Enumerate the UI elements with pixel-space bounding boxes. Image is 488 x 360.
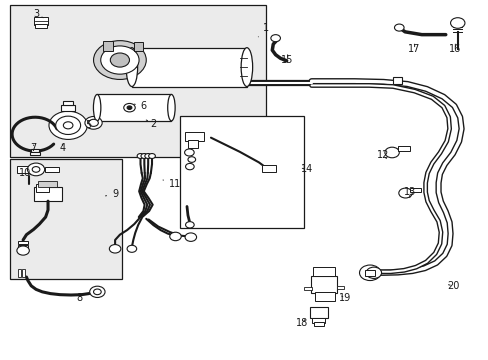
Bar xyxy=(18,241,28,243)
Bar xyxy=(34,187,62,201)
Circle shape xyxy=(185,222,194,228)
Text: 1: 1 xyxy=(258,23,268,37)
Bar xyxy=(313,322,324,327)
Text: 11: 11 xyxy=(163,179,181,189)
Bar xyxy=(304,287,311,290)
Bar xyxy=(35,24,46,28)
Ellipse shape xyxy=(93,94,101,121)
Circle shape xyxy=(123,103,135,112)
Text: 19: 19 xyxy=(338,293,350,303)
Bar xyxy=(187,140,198,148)
Ellipse shape xyxy=(241,48,252,86)
Circle shape xyxy=(127,245,137,252)
Text: 16: 16 xyxy=(448,44,461,54)
Circle shape xyxy=(17,246,29,255)
Circle shape xyxy=(110,53,129,67)
Text: 20: 20 xyxy=(446,281,458,291)
Text: 13: 13 xyxy=(403,187,415,198)
Text: 8: 8 xyxy=(76,293,82,303)
Text: 4: 4 xyxy=(59,143,65,153)
Circle shape xyxy=(185,163,194,170)
Circle shape xyxy=(141,154,147,158)
Circle shape xyxy=(187,157,195,162)
Circle shape xyxy=(398,188,411,198)
Circle shape xyxy=(270,35,280,42)
Bar xyxy=(310,276,336,293)
Circle shape xyxy=(93,41,146,80)
Circle shape xyxy=(449,18,464,28)
Bar xyxy=(261,165,276,172)
Bar xyxy=(10,5,265,157)
Circle shape xyxy=(89,286,105,297)
Bar xyxy=(409,188,420,192)
Circle shape xyxy=(27,163,44,176)
Bar xyxy=(31,149,40,153)
Text: 12: 12 xyxy=(377,150,389,160)
Bar xyxy=(312,267,334,276)
Circle shape xyxy=(394,24,403,31)
Circle shape xyxy=(32,167,40,172)
Text: 5: 5 xyxy=(85,120,92,130)
Circle shape xyxy=(49,111,87,139)
Circle shape xyxy=(144,154,151,158)
Circle shape xyxy=(127,106,132,109)
Bar xyxy=(365,270,374,276)
Text: 3: 3 xyxy=(33,9,43,19)
Bar xyxy=(18,269,21,277)
Bar xyxy=(61,105,75,111)
Ellipse shape xyxy=(167,94,175,121)
Ellipse shape xyxy=(126,48,137,86)
Text: 18: 18 xyxy=(295,318,307,328)
Bar xyxy=(134,42,142,51)
Text: 6: 6 xyxy=(134,101,146,111)
Bar xyxy=(22,269,25,277)
Circle shape xyxy=(366,267,381,278)
Circle shape xyxy=(169,232,181,241)
Bar xyxy=(17,166,29,173)
Text: 15: 15 xyxy=(281,55,293,65)
Bar xyxy=(30,152,41,155)
Circle shape xyxy=(101,46,139,74)
Text: 10: 10 xyxy=(19,168,31,178)
Bar xyxy=(103,41,112,51)
Bar xyxy=(315,292,334,301)
Circle shape xyxy=(137,154,143,158)
Circle shape xyxy=(148,154,155,158)
Circle shape xyxy=(89,119,98,126)
Bar xyxy=(184,132,203,141)
Circle shape xyxy=(359,265,380,280)
Bar xyxy=(336,286,344,289)
Circle shape xyxy=(184,149,194,156)
Circle shape xyxy=(93,289,101,294)
Bar xyxy=(18,245,28,248)
Text: 17: 17 xyxy=(407,44,420,54)
Text: 7: 7 xyxy=(30,143,37,153)
Circle shape xyxy=(56,116,81,135)
Bar xyxy=(309,307,327,318)
Circle shape xyxy=(184,233,196,242)
Bar xyxy=(397,147,409,151)
Circle shape xyxy=(63,122,73,129)
Circle shape xyxy=(384,147,399,158)
Bar xyxy=(180,117,304,228)
Bar xyxy=(311,318,325,323)
Circle shape xyxy=(85,117,102,129)
Bar xyxy=(34,17,48,25)
Bar xyxy=(44,167,59,172)
Text: 14: 14 xyxy=(300,165,312,174)
Bar xyxy=(10,159,122,279)
Bar xyxy=(132,48,246,86)
Bar xyxy=(392,77,401,84)
Circle shape xyxy=(109,244,121,253)
Text: 2: 2 xyxy=(146,118,156,129)
Bar xyxy=(39,181,57,187)
Bar xyxy=(36,184,49,192)
Bar xyxy=(63,101,73,105)
Text: 9: 9 xyxy=(105,189,118,199)
Bar xyxy=(97,94,171,121)
